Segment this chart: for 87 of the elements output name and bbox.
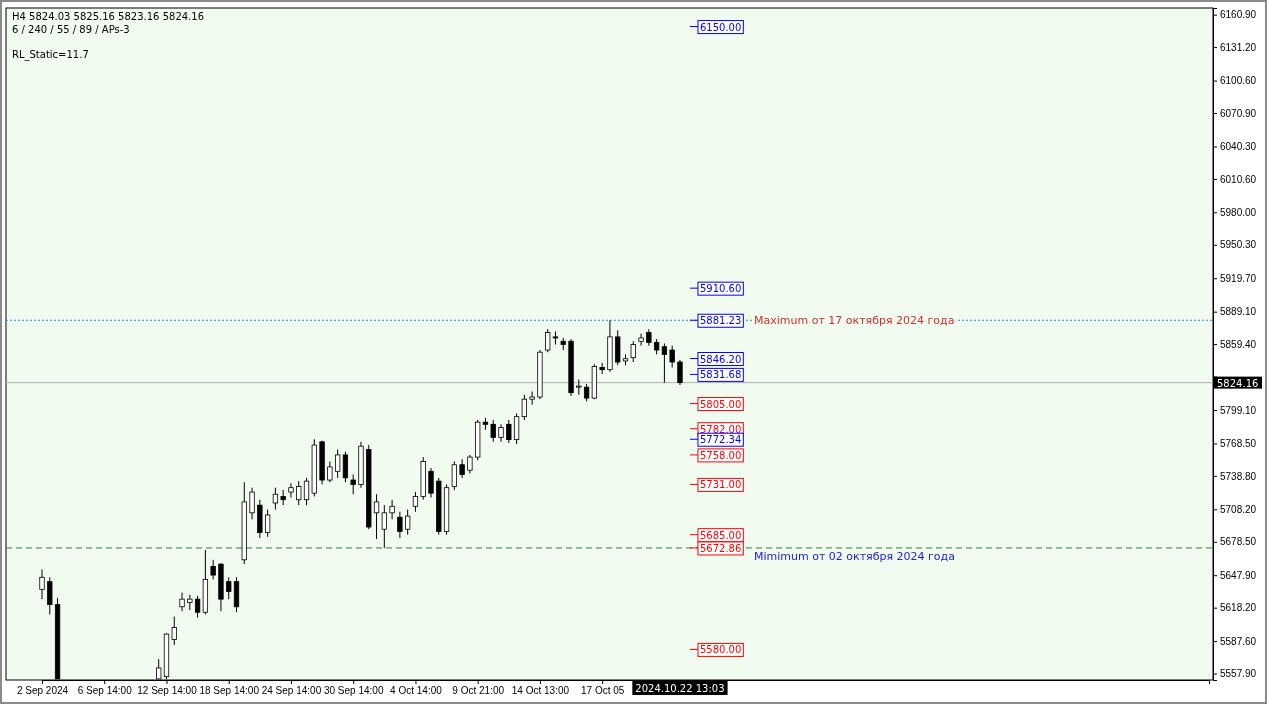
candlestick: [405, 509, 411, 536]
candlestick: [350, 474, 356, 495]
candlestick: [264, 509, 271, 538]
y-tick-label: 6010.60: [1220, 173, 1257, 185]
candlestick: [296, 480, 302, 506]
ref-line-label: 5910.60: [699, 283, 742, 295]
y-tick-label: 5889.10: [1220, 306, 1257, 318]
candlestick: [39, 569, 45, 600]
candlestick: [661, 342, 668, 384]
candlestick: [249, 487, 255, 520]
y-tick-label: 5647.90: [1220, 569, 1257, 581]
y-tick-label: 6070.90: [1220, 107, 1257, 119]
ref-line-label: Mimimum от 02 октября 2024 года: [753, 549, 955, 563]
ref-line-label: 5881.23: [699, 315, 742, 327]
ref-line-label: 5782.00: [699, 423, 742, 435]
candlestick: [490, 419, 496, 443]
candlestick: [272, 487, 279, 511]
ref-line-label: 5831.68: [699, 369, 742, 381]
x-tick-label: 24 Sep 14:00: [261, 685, 322, 697]
candlestick: [412, 491, 419, 513]
candlestick: [171, 616, 177, 646]
candlestick: [303, 477, 310, 506]
candlestick: [630, 340, 636, 363]
x-tick-label: 30 Sep 14:00: [323, 685, 384, 697]
x-tick-label: 4 Oct 14:00: [390, 685, 443, 697]
ref-line-label: 5824.16: [1217, 377, 1259, 389]
candlestick: [179, 592, 185, 612]
ref-line-label: 6150.00: [699, 21, 742, 33]
y-tick-label: 5799.10: [1220, 404, 1257, 416]
y-tick-label: 5980.00: [1220, 207, 1257, 219]
x-tick-label: 17 Oct 05: [580, 685, 625, 697]
x-tick-label: 6 Sep 14:00: [77, 685, 133, 697]
text: 2024.10.22 13:03: [635, 683, 725, 694]
candlestick: [513, 412, 520, 445]
candlestick: [506, 419, 512, 444]
x-tick-label: 18 Sep 14:00: [199, 685, 260, 697]
candlestick: [529, 391, 535, 406]
y-tick-label: 6040.30: [1220, 141, 1257, 153]
candlestick: [451, 460, 457, 491]
candlestick: [428, 467, 434, 499]
x-tick-label: 14 Oct 13:00: [511, 685, 570, 697]
candlestick: [389, 499, 395, 520]
candlestick: [677, 359, 683, 386]
x-tick-label: 12 Sep 14:00: [137, 685, 198, 697]
candlestick: [521, 394, 528, 421]
candlestick: [638, 333, 644, 347]
candlestick: [47, 576, 53, 615]
ref-line-label: 5846.20: [699, 353, 742, 365]
y-tick-label: 5768.50: [1220, 438, 1257, 450]
ref-line-label: 5580.00: [699, 644, 742, 656]
annotation: RL_Static=11.7: [12, 49, 89, 61]
y-tick-label: 5618.20: [1220, 602, 1257, 614]
candlestick: [467, 454, 473, 474]
ref-line-label: 5805.00: [699, 398, 742, 410]
ref-line-label: 5685.00: [699, 529, 742, 541]
annotation: 6 / 240 / 55 / 89 / APs-3: [12, 24, 130, 35]
candlestick: [342, 451, 349, 483]
y-tick-label: 5708.20: [1220, 504, 1257, 516]
ref-line-label: Maximum от 17 октября 2024 года: [753, 314, 955, 328]
ref-line-label: 5672.86: [699, 542, 742, 554]
y-tick-label: 6131.20: [1220, 41, 1257, 53]
candlestick: [459, 458, 465, 479]
y-tick-label: 6160.90: [1220, 9, 1257, 21]
y-tick-label: 6100.60: [1220, 75, 1257, 87]
candlestick: [545, 328, 551, 353]
candlestick: [381, 504, 387, 549]
candlestick: [397, 511, 403, 539]
candlestick: [288, 482, 294, 499]
y-tick-label: 5738.80: [1220, 470, 1257, 482]
ref-line-label: 5772.34: [699, 434, 742, 446]
y-tick-label: 5919.70: [1220, 272, 1257, 284]
ref-line-label: 5758.00: [699, 449, 742, 461]
candlestick: [669, 345, 675, 368]
candlestick: [334, 448, 341, 479]
y-tick-label: 5950.30: [1220, 239, 1257, 251]
candlestick: [210, 559, 216, 580]
ref-line-label: 5731.00: [699, 479, 742, 491]
candlestick: [373, 493, 380, 540]
x-tick-label: 9 Oct 21:00: [452, 685, 505, 697]
y-tick-label: 5678.50: [1220, 536, 1257, 548]
chart-title: H4 5824.03 5825.16 5823.16 5824.16: [12, 11, 205, 22]
x-tick-label: 2 Sep 2024: [16, 685, 69, 697]
y-tick-label: 5557.90: [1220, 668, 1257, 680]
candlestick: [226, 576, 232, 600]
candlestick: [327, 460, 333, 483]
y-tick-label: 5587.60: [1220, 635, 1257, 647]
y-tick-label: 5859.40: [1220, 338, 1257, 350]
